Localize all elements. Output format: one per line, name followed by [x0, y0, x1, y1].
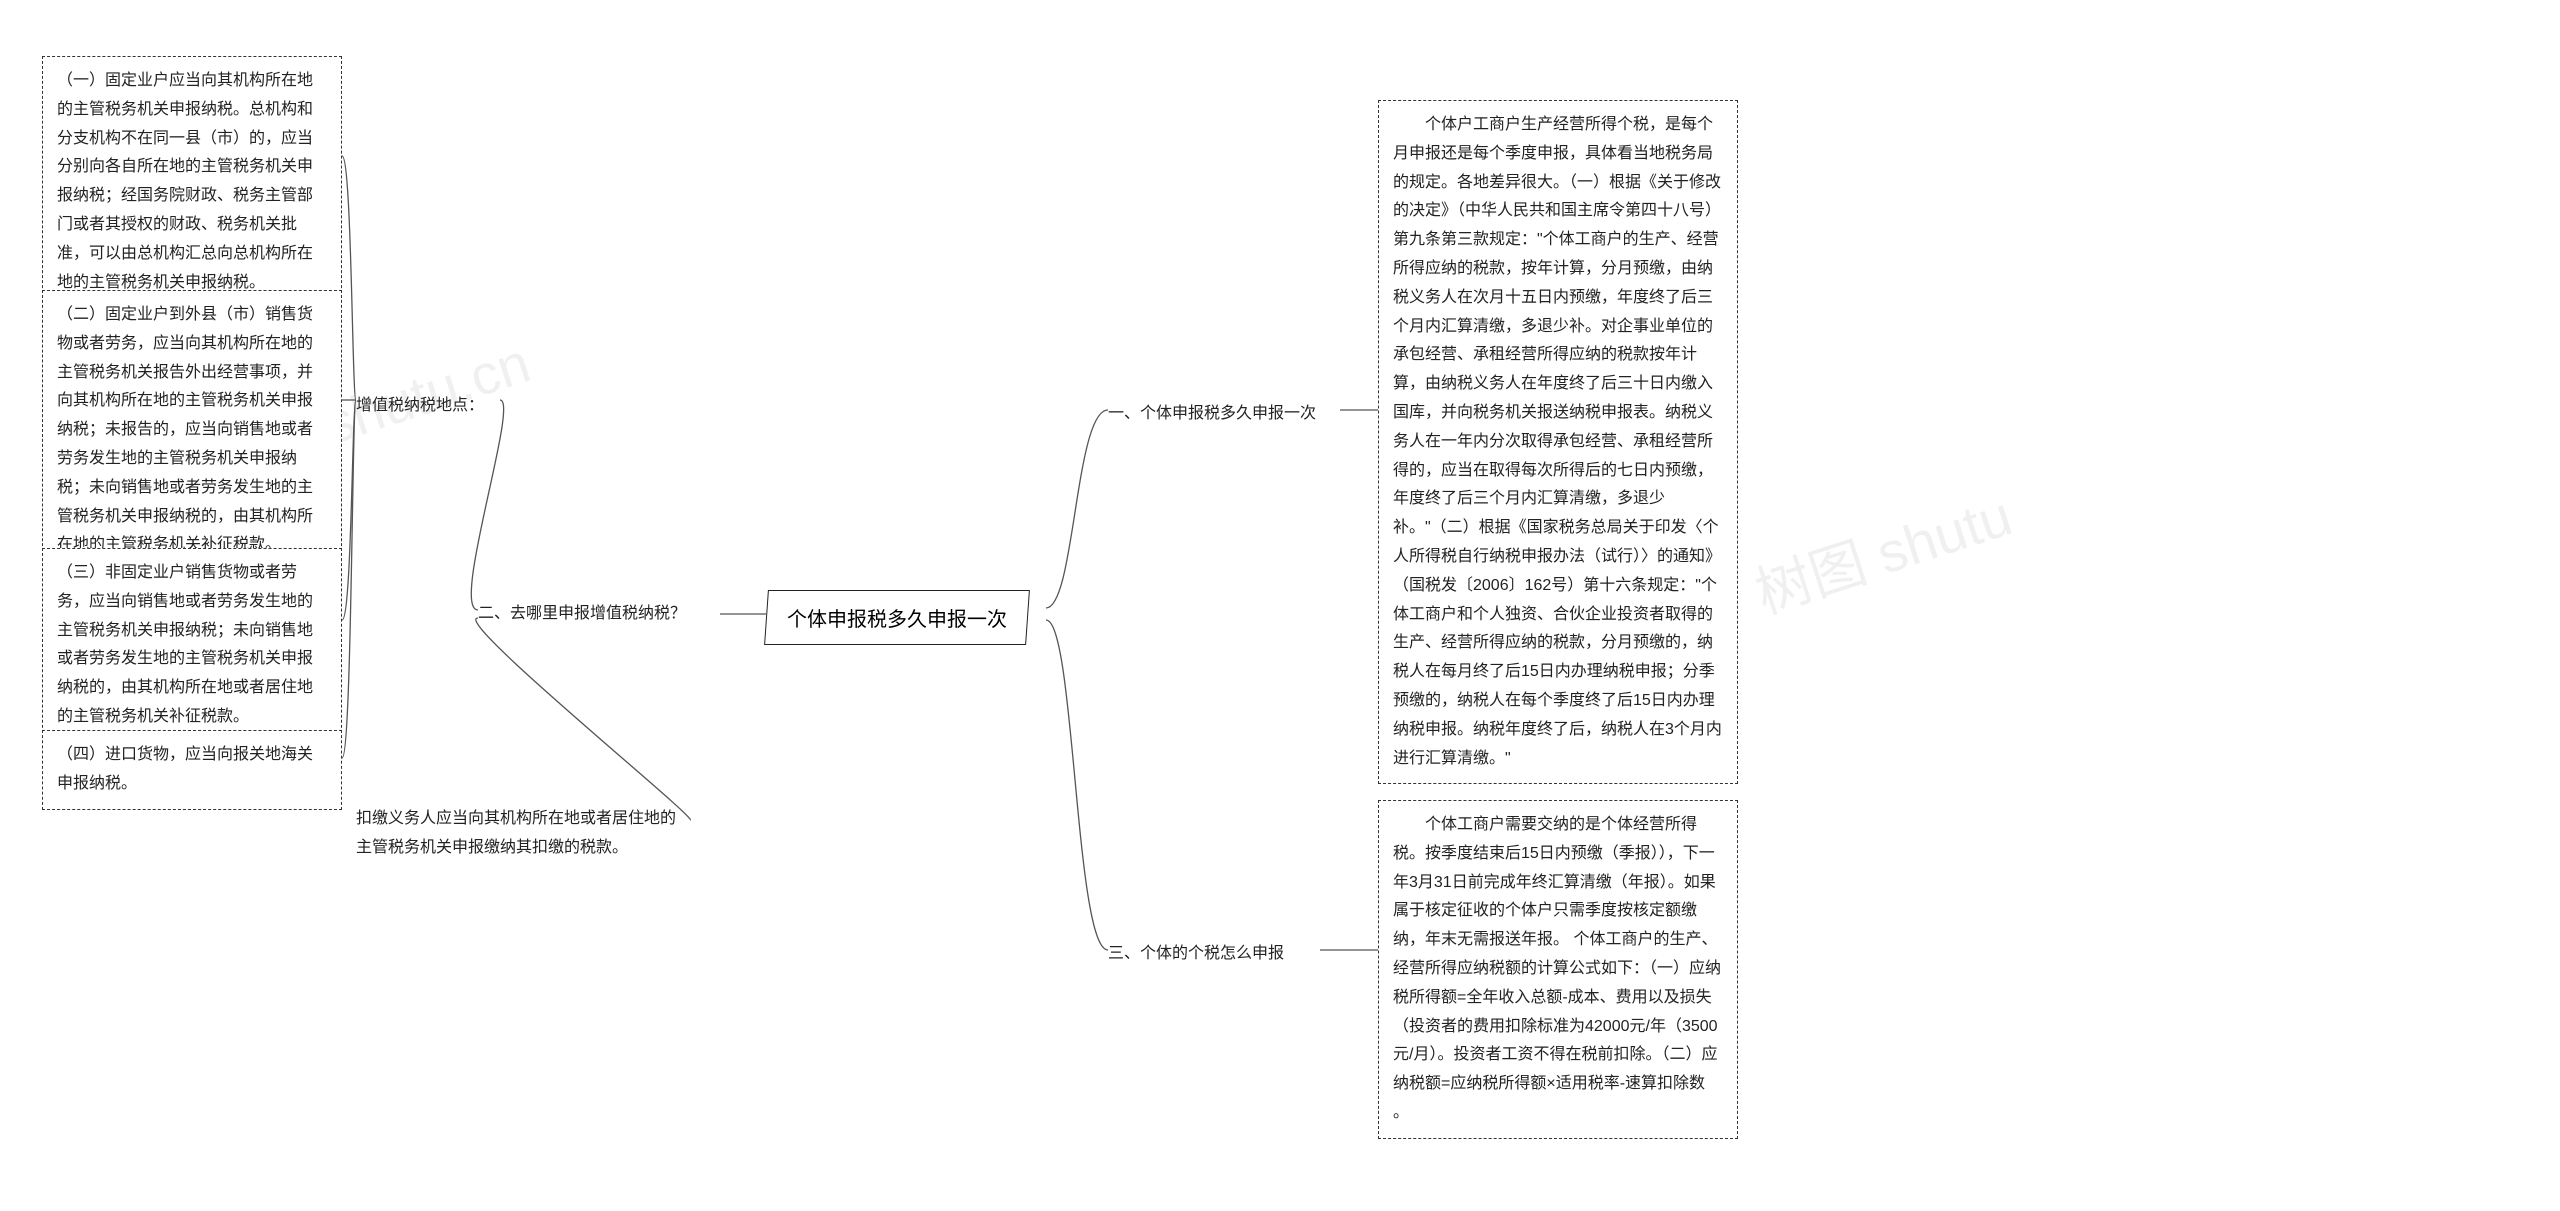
branch-left-label: 二、去哪里申报增值税纳税？ [478, 600, 686, 629]
branch-right-2-detail: 个体工商户需要交纳的是个体经营所得税。按季度结束后15日内预缴（季报）），下一年… [1378, 800, 1738, 1139]
branch-label-text: 一、个体申报税多久申报一次 [1108, 405, 1316, 422]
leaf-text: （三）非固定业户销售货物或者劳务，应当向销售地或者劳务发生地的主管税务机关申报纳… [57, 564, 313, 725]
branch-label-text: 三、个体的个税怎么申报 [1108, 945, 1284, 962]
detail-text: 个体户工商户生产经营所得个税，是每个月申报还是每个季度申报，具体看当地税务局的规… [1393, 116, 1722, 767]
left-footer: 扣缴义务人应当向其机构所在地或者居住地的主管税务机关申报缴纳其扣缴的税款。 [356, 805, 686, 863]
root-node: 个体申报税多久申报一次 [764, 590, 1030, 645]
watermark-2: 树图 shutu [1744, 471, 2021, 630]
left-leaf-3: （三）非固定业户销售货物或者劳务，应当向销售地或者劳务发生地的主管税务机关申报纳… [42, 548, 342, 743]
branch-label-text: 二、去哪里申报增值税纳税？ [478, 605, 686, 622]
leaf-text: （四）进口货物，应当向报关地海关申报纳税。 [57, 746, 313, 792]
branch-right-1-label: 一、个体申报税多久申报一次 [1108, 400, 1316, 429]
leaf-text: （一）固定业户应当向其机构所在地的主管税务机关申报纳税。总机构和分支机构不在同一… [57, 72, 313, 291]
left-leaf-4: （四）进口货物，应当向报关地海关申报纳税。 [42, 730, 342, 810]
footer-text: 扣缴义务人应当向其机构所在地或者居住地的主管税务机关申报缴纳其扣缴的税款。 [356, 810, 676, 856]
left-leaf-2: （二）固定业户到外县（市）销售货物或者劳务，应当向其机构所在地的主管税务机关报告… [42, 290, 342, 571]
branch-right-2-label: 三、个体的个税怎么申报 [1108, 940, 1284, 969]
connector-layer [0, 0, 2560, 1211]
leaf-text: （二）固定业户到外县（市）销售货物或者劳务，应当向其机构所在地的主管税务机关报告… [57, 306, 313, 553]
root-text: 个体申报税多久申报一次 [787, 603, 1007, 632]
vat-sublabel: 增值税纳税地点： [356, 392, 484, 421]
left-leaf-1: （一）固定业户应当向其机构所在地的主管税务机关申报纳税。总机构和分支机构不在同一… [42, 56, 342, 308]
watermark-text: 树图 shutu [1748, 483, 2019, 625]
branch-right-1-detail: 个体户工商户生产经营所得个税，是每个月申报还是每个季度申报，具体看当地税务局的规… [1378, 100, 1738, 784]
sublabel-text: 增值税纳税地点： [356, 397, 484, 414]
detail-text: 个体工商户需要交纳的是个体经营所得税。按季度结束后15日内预缴（季报）），下一年… [1393, 816, 1721, 1121]
